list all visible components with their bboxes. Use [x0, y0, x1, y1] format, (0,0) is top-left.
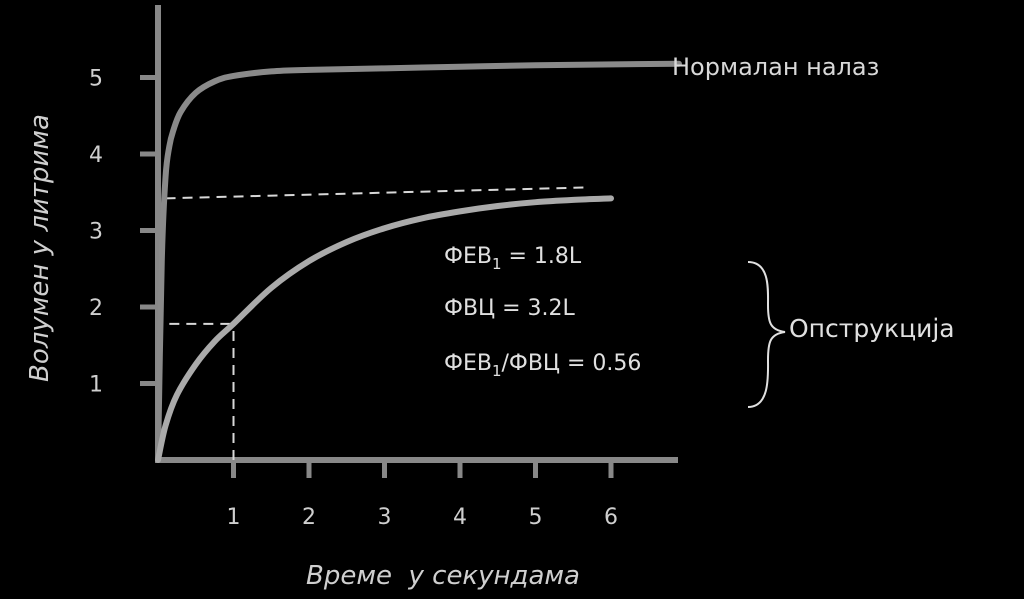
series-line-obstruction: [155, 195, 614, 463]
reference-lines: [165, 186, 589, 460]
y-tick-label-2: 2: [89, 296, 103, 321]
y-tick-label-4: 4: [89, 143, 103, 168]
x-tick-label-6: 6: [604, 505, 618, 530]
x-tick-label-1: 1: [227, 505, 241, 530]
x-tick-label-3: 3: [378, 505, 392, 530]
y-tick-label-1: 1: [89, 373, 103, 398]
y-tick-label-5: 5: [89, 67, 103, 92]
ratio-value: /ФВЦ = 0.56: [501, 351, 641, 376]
fev1-value: = 1.8L: [501, 244, 581, 269]
fev1-annotation: ФЕВ1 = 1.8L: [444, 244, 582, 273]
reference-line-1: [165, 186, 589, 200]
y-tick-label-3: 3: [89, 220, 103, 245]
fev1-subscript: 1: [492, 255, 502, 273]
series-line-normal: [155, 60, 682, 463]
y-axis-title: Волумен у литрима: [25, 114, 55, 382]
x-tick-label-2: 2: [302, 505, 316, 530]
ratio-subscript: 1: [492, 362, 502, 380]
obstruction-label: Опструкција: [789, 314, 955, 343]
x-axis-title: Време у секундама: [306, 561, 580, 591]
y-axis-ticks: 1 2 3 4 5: [89, 67, 158, 398]
ratio-prefix: ФЕВ: [444, 351, 492, 376]
x-tick-label-5: 5: [529, 505, 543, 530]
ratio-annotation: ФЕВ1/ФВЦ = 0.56: [444, 351, 641, 380]
x-axis-ticks: 1 2 3 4 5 6: [227, 460, 618, 530]
fev1-prefix: ФЕВ: [444, 244, 492, 269]
x-tick-label-4: 4: [453, 505, 467, 530]
series-label-normal: Нормалан налаз: [672, 53, 879, 81]
series-lines: [155, 60, 682, 463]
fvc-annotation: ФВЦ = 3.2L: [444, 296, 576, 321]
curly-brace: [747, 261, 786, 408]
